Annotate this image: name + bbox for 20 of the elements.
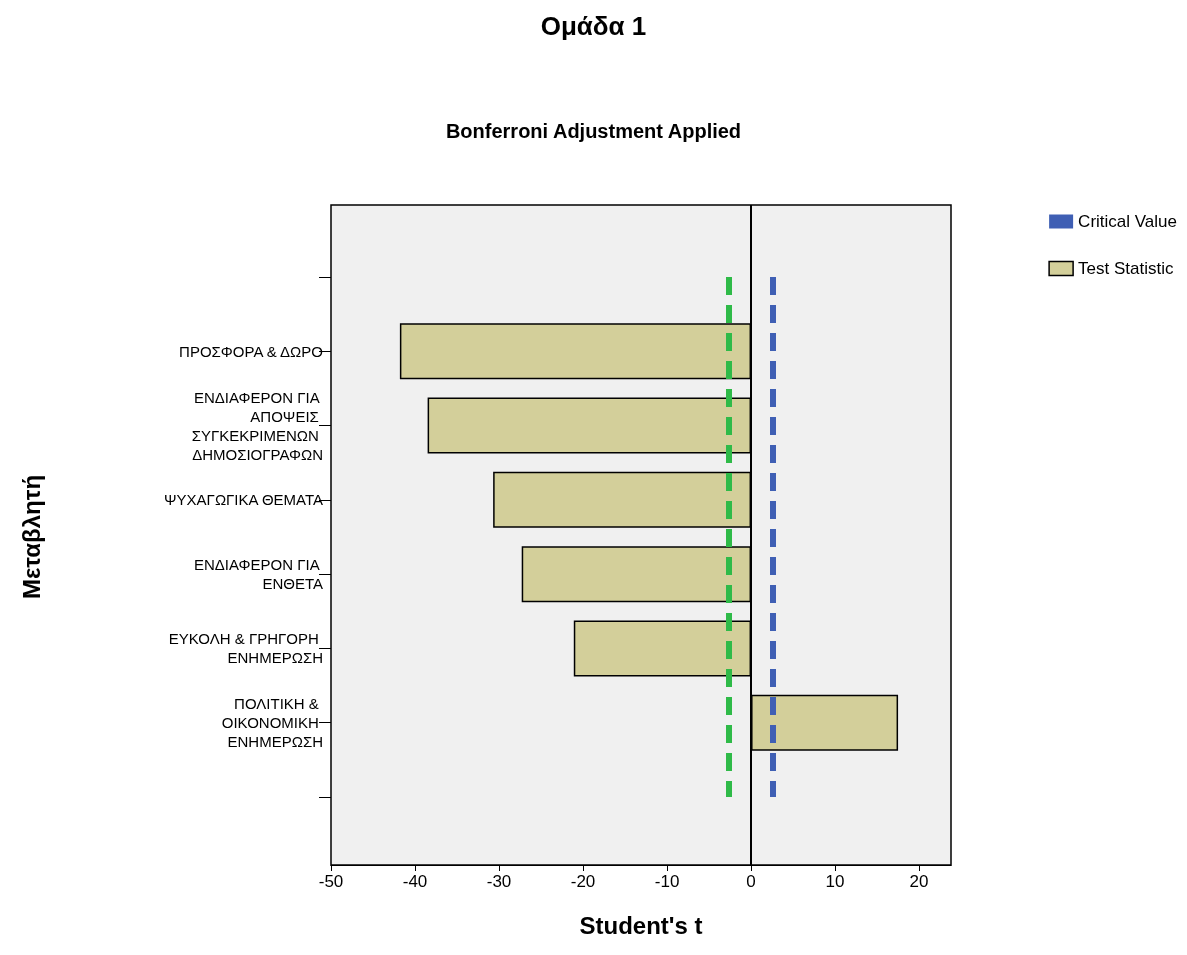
y-axis-title: Μεταβλητή — [17, 474, 45, 600]
y-tick-label: ΕΝΔΙΑΦΕΡΟΝ ΓΙΑ ΑΠΟΨΕΙΣ ΣΥΓΚΕΚΡΙΜΕΝΩΝ ΔΗΜΟΣΙΟΓΡΑΦΩΝ — [191, 388, 323, 463]
chart-subtitle: Bonferroni Adjustment Applied — [445, 120, 742, 142]
x-tick-label: 20 — [909, 872, 929, 891]
x-tick-label: -10 — [654, 872, 680, 891]
x-tick-label: -30 — [486, 872, 512, 891]
x-tick-label: 10 — [825, 872, 845, 891]
x-tick-label: 0 — [746, 872, 756, 891]
y-tick-label: ΠΟΛΙΤΙΚΗ & ΟΙΚΟΝΟΜΙΚΗ ΕΝΗΜΕΡΩΣΗ — [221, 695, 323, 751]
legend-label: Critical Value — [1078, 212, 1177, 231]
y-tick-label: ΕΥΚΟΛΗ & ΓΡΗΓΟΡΗ ΕΝΗΜΕΡΩΣΗ — [168, 630, 323, 667]
chart-title: Ομάδα 1 — [540, 11, 647, 41]
y-tick-label: ΕΝΔΙΑΦΕΡΟΝ ΓΙΑ ΕΝΘΕΤΑ — [193, 556, 323, 593]
x-tick-label: -40 — [402, 872, 428, 891]
x-tick-label: -50 — [318, 872, 344, 891]
y-tick-label: ΨΥΧΑΓΩΓΙΚΑ ΘΕΜΑΤΑ — [164, 491, 323, 509]
x-axis-title: Student's t — [579, 911, 703, 939]
x-tick-label: -20 — [570, 872, 596, 891]
legend-label: Test Statistic — [1078, 259, 1175, 278]
y-tick-label: ΠΡΟΣΦΟΡΑ & ΔΩΡΟ — [179, 342, 323, 360]
